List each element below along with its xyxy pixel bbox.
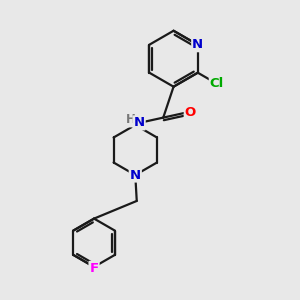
Text: N: N	[130, 169, 141, 182]
Text: F: F	[89, 262, 99, 275]
Text: N: N	[134, 116, 145, 129]
Text: O: O	[185, 106, 196, 119]
Text: N: N	[192, 38, 203, 51]
Text: Cl: Cl	[210, 77, 224, 90]
Text: H: H	[126, 113, 136, 127]
